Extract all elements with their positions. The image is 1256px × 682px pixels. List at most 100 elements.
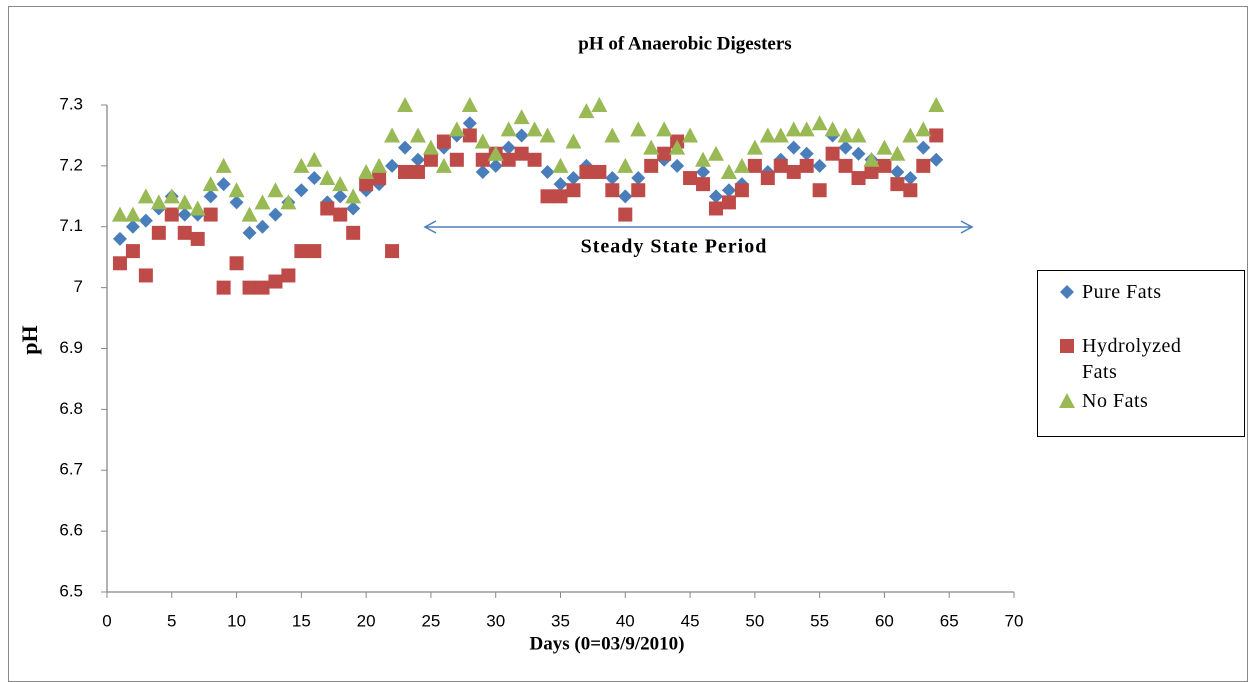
marker (216, 177, 231, 192)
x-tick-label: 15 (292, 611, 311, 630)
y-tick-label: 6.9 (59, 338, 83, 357)
marker (333, 189, 348, 204)
marker (903, 183, 918, 198)
x-tick-label: 40 (616, 611, 635, 630)
marker (553, 189, 568, 204)
marker (604, 127, 621, 143)
marker (721, 183, 736, 198)
marker (785, 121, 802, 137)
marker (409, 127, 426, 143)
y-axis-title: pH (17, 325, 42, 354)
marker (176, 194, 193, 210)
legend-entry: Pure Fats (1058, 279, 1222, 305)
marker (462, 116, 477, 131)
marker (280, 194, 297, 210)
marker (320, 201, 335, 216)
marker (346, 225, 361, 240)
legend-entry: Hydrolyzed Fats (1058, 333, 1222, 385)
marker (359, 177, 374, 192)
marker (202, 176, 219, 192)
marker (112, 231, 127, 246)
x-tick-label: 25 (421, 611, 440, 630)
marker (786, 164, 801, 179)
marker (281, 268, 296, 283)
marker (811, 115, 828, 131)
marker (747, 158, 762, 173)
marker (267, 182, 284, 198)
marker (449, 152, 464, 167)
marker (268, 274, 283, 289)
marker (215, 157, 232, 173)
marker (631, 183, 646, 198)
marker (151, 225, 166, 240)
marker (890, 164, 905, 179)
marker (669, 139, 686, 155)
marker (733, 157, 750, 173)
y-tick-label: 6.6 (59, 521, 83, 540)
legend-label: Pure Fats (1082, 281, 1162, 303)
marker (410, 164, 425, 179)
marker (501, 152, 516, 167)
marker (241, 206, 258, 222)
marker (138, 213, 153, 228)
x-tick-label: 35 (551, 611, 570, 630)
marker (255, 219, 270, 234)
marker (371, 157, 388, 173)
marker (617, 157, 634, 173)
marker (877, 158, 892, 173)
marker (566, 183, 581, 198)
y-tick-label: 6.8 (59, 399, 83, 418)
marker (540, 164, 555, 179)
marker (255, 280, 270, 295)
y-tick-label: 6.7 (59, 460, 83, 479)
marker (423, 152, 438, 167)
marker (916, 140, 931, 155)
marker (346, 201, 361, 216)
marker (319, 170, 336, 186)
chart-title: pH of Anaerobic Digesters (578, 33, 791, 54)
marker (385, 158, 400, 173)
marker (216, 280, 231, 295)
y-tick-label: 7.1 (59, 216, 83, 235)
marker (501, 140, 516, 155)
marker (903, 171, 918, 186)
marker (838, 140, 853, 155)
marker (332, 176, 349, 192)
marker (539, 127, 556, 143)
marker (422, 139, 439, 155)
marker (436, 134, 451, 149)
marker (526, 121, 543, 137)
marker (462, 128, 477, 143)
marker (644, 158, 659, 173)
marker (798, 121, 815, 137)
marker (773, 158, 788, 173)
marker (825, 146, 840, 161)
marker (112, 256, 127, 271)
marker (824, 121, 841, 137)
marker (578, 103, 595, 119)
marker (513, 109, 530, 125)
marker (488, 158, 503, 173)
marker (656, 121, 673, 137)
annotation: Steady State Period (581, 236, 768, 258)
marker (565, 133, 582, 149)
marker (579, 164, 594, 179)
marker (721, 195, 736, 210)
marker (929, 152, 944, 167)
marker (111, 206, 128, 222)
marker (138, 268, 153, 283)
x-tick-label: 60 (875, 611, 894, 630)
marker (397, 97, 414, 112)
marker (1060, 339, 1074, 353)
marker (514, 128, 529, 143)
marker (203, 189, 218, 204)
marker (398, 164, 413, 179)
marker (851, 171, 866, 186)
marker (618, 189, 633, 204)
marker (475, 152, 490, 167)
marker (229, 195, 244, 210)
x-axis-title: Days (0=03/9/2010) (530, 633, 685, 654)
marker (177, 207, 192, 222)
marker (461, 97, 478, 112)
marker (734, 183, 749, 198)
